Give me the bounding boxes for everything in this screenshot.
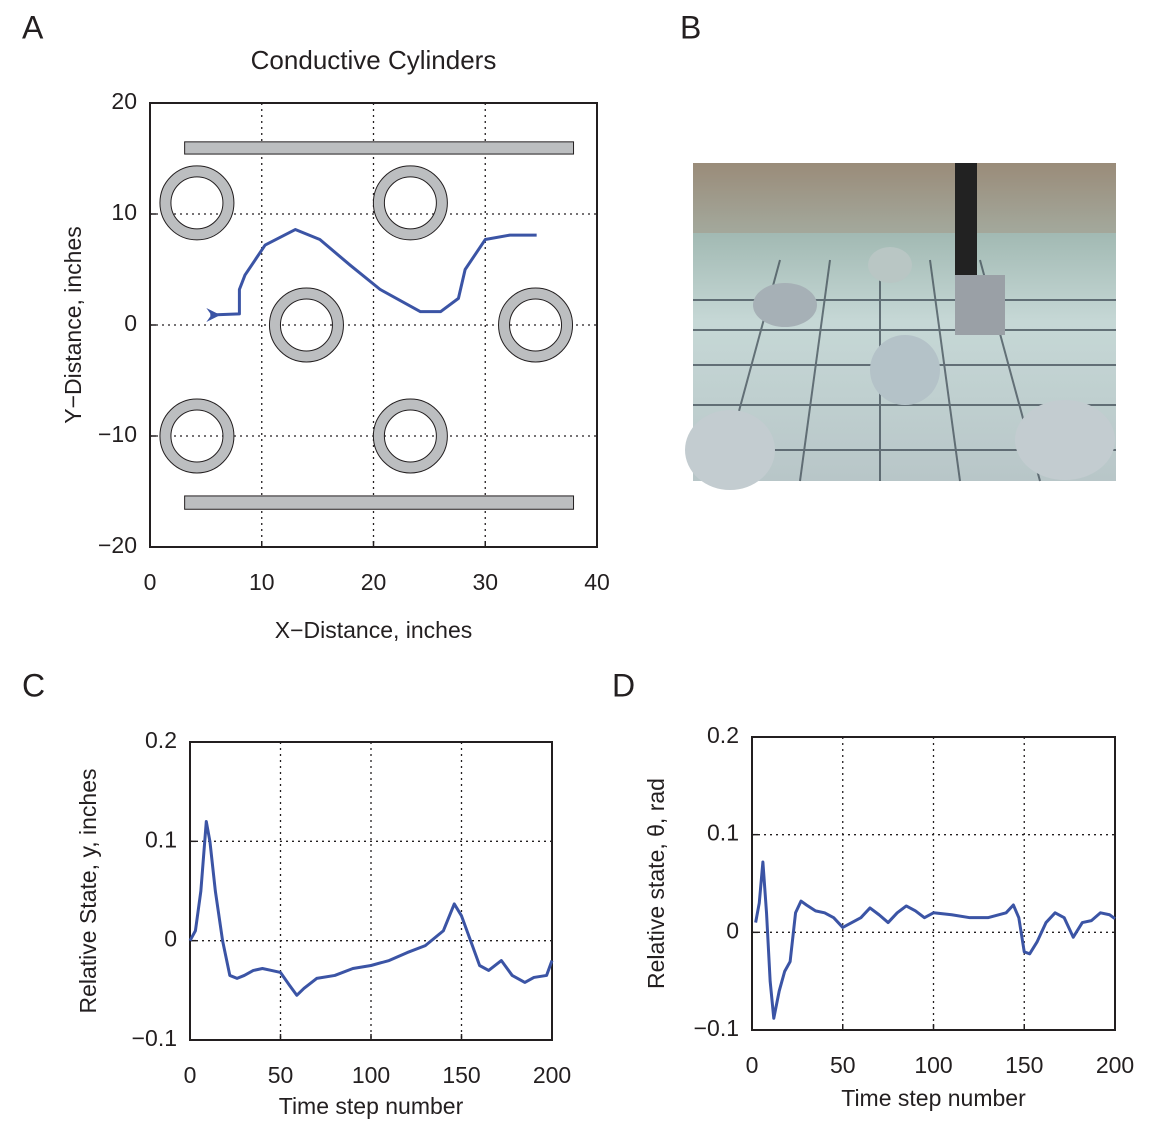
y-tick-label: 0.1 bbox=[707, 820, 739, 846]
photo-robot bbox=[955, 275, 1005, 335]
wall bbox=[184, 495, 575, 510]
x-tick-label: 100 bbox=[914, 1052, 952, 1078]
y-axis-label: Relative State, y, inches bbox=[75, 768, 101, 1013]
cylinder-edge bbox=[383, 176, 437, 230]
y-tick-label: 0 bbox=[124, 310, 137, 336]
photo bbox=[685, 163, 1116, 490]
x-axis-label: Time step number bbox=[841, 1085, 1026, 1111]
y-axis-label: Relative state, θ, rad bbox=[643, 778, 669, 989]
data-line bbox=[754, 860, 1116, 1020]
y-tick-label: 10 bbox=[111, 199, 137, 225]
cylinder-edge bbox=[170, 176, 224, 230]
cylinder-edge bbox=[498, 287, 574, 363]
x-tick-label: 50 bbox=[830, 1052, 856, 1078]
y-tick-label: 0.2 bbox=[707, 722, 739, 748]
cylinder bbox=[498, 288, 573, 362]
y-axis-label: Y−Distance, inches bbox=[60, 226, 86, 424]
photo-cylinder bbox=[870, 335, 940, 405]
panel-label: B bbox=[680, 9, 701, 45]
cylinder-edge bbox=[383, 409, 437, 463]
y-tick-label: 0.1 bbox=[145, 826, 177, 852]
chart-title: Conductive Cylinders bbox=[251, 45, 497, 75]
data-line bbox=[210, 228, 537, 317]
cylinder-edge bbox=[509, 298, 563, 352]
x-tick-label: 200 bbox=[533, 1062, 571, 1088]
cylinder bbox=[373, 165, 448, 240]
cylinder bbox=[159, 165, 234, 240]
y-tick-label: −0.1 bbox=[694, 1015, 739, 1041]
cylinder bbox=[373, 399, 448, 473]
y-tick-label: 0.2 bbox=[145, 727, 177, 753]
photo-wall bbox=[693, 163, 1116, 233]
wall bbox=[184, 141, 575, 155]
y-tick-label: 0 bbox=[164, 926, 177, 952]
cylinder-edge bbox=[170, 409, 224, 463]
x-tick-label: 10 bbox=[249, 569, 275, 595]
panel-label: C bbox=[22, 667, 45, 703]
x-tick-label: 100 bbox=[352, 1062, 390, 1088]
plot-frame bbox=[751, 736, 1116, 1031]
plot-frame bbox=[149, 102, 598, 548]
x-tick-label: 150 bbox=[442, 1062, 480, 1088]
cylinder-edge bbox=[372, 165, 448, 241]
x-tick-label: 20 bbox=[361, 569, 387, 595]
cylinder-edge bbox=[279, 298, 333, 352]
x-tick-label: 0 bbox=[144, 569, 157, 595]
x-axis-label: Time step number bbox=[279, 1093, 464, 1119]
photo-cylinder bbox=[685, 410, 775, 490]
y-tick-label: 20 bbox=[111, 88, 137, 114]
data-line bbox=[188, 819, 554, 997]
photo-cylinder bbox=[1015, 400, 1115, 480]
cylinder-edge bbox=[268, 287, 344, 363]
photo-cylinder bbox=[753, 283, 817, 327]
start-arrow bbox=[206, 308, 221, 323]
cylinder-edge bbox=[159, 398, 235, 474]
cylinder bbox=[269, 288, 344, 362]
x-tick-label: 40 bbox=[584, 569, 610, 595]
cylinder bbox=[159, 399, 234, 473]
x-axis-label: X−Distance, inches bbox=[275, 617, 473, 643]
y-tick-label: −20 bbox=[98, 532, 137, 558]
panel-label: D bbox=[612, 667, 635, 703]
y-tick-label: −0.1 bbox=[132, 1025, 177, 1051]
y-tick-label: −10 bbox=[98, 421, 137, 447]
y-tick-label: 0 bbox=[726, 917, 739, 943]
x-tick-label: 0 bbox=[184, 1062, 197, 1088]
x-tick-label: 150 bbox=[1005, 1052, 1043, 1078]
plot-frame bbox=[189, 741, 553, 1041]
x-tick-label: 200 bbox=[1096, 1052, 1134, 1078]
panel-label: A bbox=[22, 9, 44, 45]
x-tick-label: 0 bbox=[746, 1052, 759, 1078]
x-tick-label: 30 bbox=[472, 569, 498, 595]
photo-cylinder bbox=[868, 247, 912, 283]
cylinder-edge bbox=[159, 165, 235, 241]
x-tick-label: 50 bbox=[268, 1062, 294, 1088]
cylinder-edge bbox=[372, 398, 448, 474]
